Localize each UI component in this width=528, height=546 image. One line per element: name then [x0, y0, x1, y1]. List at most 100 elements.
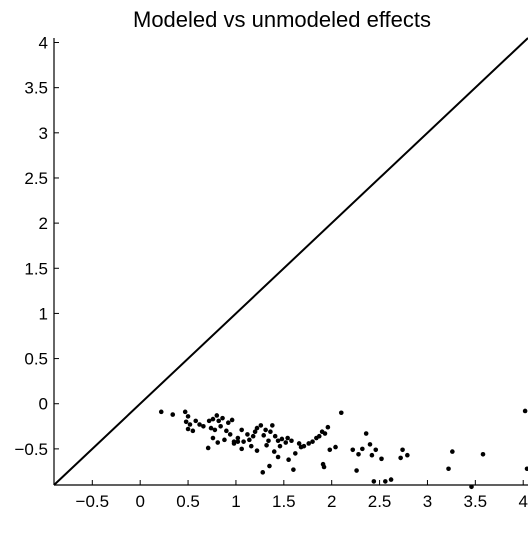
data-point [271, 449, 277, 454]
identity-reference-line [53, 37, 528, 486]
data-point [158, 409, 164, 415]
y-tick-label: 2 [39, 214, 48, 233]
y-tick-label: 0.5 [24, 350, 48, 369]
data-point [369, 452, 375, 458]
data-point [333, 444, 338, 450]
data-point [185, 426, 191, 432]
data-point [367, 442, 373, 447]
data-point [270, 423, 275, 428]
data-point [248, 443, 254, 449]
data-point [220, 415, 225, 421]
x-tick-label: 3.5 [464, 492, 488, 511]
data-point [277, 443, 283, 449]
data-point [354, 468, 359, 473]
data-point [350, 447, 356, 453]
data-point [187, 422, 193, 427]
x-tick-label: 1.5 [272, 492, 296, 511]
x-tick-label: 4 [518, 492, 527, 511]
data-point [210, 416, 216, 422]
data-point [383, 479, 388, 484]
y-tick-label: 2.5 [24, 169, 48, 188]
data-point [266, 438, 271, 444]
identity-line [53, 37, 528, 486]
data-point [286, 457, 291, 463]
x-tick-label: 0 [135, 492, 144, 511]
data-point [388, 477, 394, 482]
data-point [208, 425, 214, 431]
data-point [254, 425, 260, 431]
y-tick-label: −0.5 [14, 440, 48, 459]
data-points [158, 408, 528, 490]
data-point [264, 442, 269, 448]
data-point [218, 424, 223, 429]
data-point [291, 467, 296, 472]
data-point [235, 439, 241, 444]
data-point [247, 437, 252, 443]
data-point [285, 435, 290, 441]
data-point [379, 456, 384, 462]
axes: −0.5 0 0.5 1 1.5 2 2.5 3 3.5 4 −0.5 0 0.5 1 1.5 2 2.5 3 3.… [14, 34, 528, 511]
x-tick-label: −0.5 [76, 492, 110, 511]
data-point [267, 463, 272, 469]
data-point [193, 418, 199, 424]
data-point [338, 410, 344, 416]
data-point [224, 428, 229, 434]
data-point [231, 441, 237, 446]
data-point [201, 424, 206, 429]
data-point [239, 427, 244, 433]
data-point [183, 419, 189, 425]
data-point [250, 433, 256, 439]
data-point [214, 413, 220, 418]
data-point [185, 414, 191, 419]
data-point [289, 438, 294, 444]
x-tick-label: 0.5 [176, 492, 200, 511]
y-tick-label: 1.5 [24, 259, 48, 278]
data-point [400, 447, 405, 453]
data-point [197, 422, 202, 427]
data-point [446, 466, 451, 472]
data-point [241, 439, 246, 444]
data-point [263, 427, 268, 433]
data-point [327, 447, 333, 453]
x-tick-label: 2.5 [368, 492, 392, 511]
data-point [298, 444, 304, 450]
data-point [371, 479, 377, 484]
data-point [522, 408, 528, 414]
data-point [293, 451, 298, 456]
data-point [260, 470, 266, 475]
data-point [206, 418, 212, 424]
data-point [296, 441, 302, 446]
data-point [258, 423, 264, 428]
data-point [216, 418, 222, 424]
data-point [322, 431, 328, 436]
y-tick-label: 4 [39, 34, 48, 53]
x-tick-label: 2 [327, 492, 336, 511]
y-tick-label: 1 [39, 304, 48, 323]
x-tick-label: 3 [423, 492, 432, 511]
data-point [182, 409, 188, 415]
data-point [398, 455, 403, 461]
chart-title: Modeled vs unmodeled effects [133, 7, 431, 32]
data-point [325, 424, 331, 430]
data-point [356, 451, 361, 457]
data-point [279, 436, 285, 442]
data-point [363, 431, 369, 436]
data-point [205, 445, 211, 451]
data-point [245, 432, 250, 437]
y-tick-label: 3 [39, 124, 48, 143]
data-point [229, 417, 235, 423]
data-point [215, 440, 221, 445]
data-point [373, 447, 379, 453]
data-point [306, 441, 312, 446]
data-point [235, 435, 241, 441]
data-point [239, 446, 244, 452]
y-tick-label: 3.5 [24, 79, 48, 98]
data-point [212, 427, 218, 433]
data-point [469, 484, 474, 490]
data-point [275, 438, 281, 444]
data-point [275, 454, 281, 460]
data-point [190, 428, 196, 434]
data-point [254, 448, 260, 453]
data-point [321, 464, 327, 470]
